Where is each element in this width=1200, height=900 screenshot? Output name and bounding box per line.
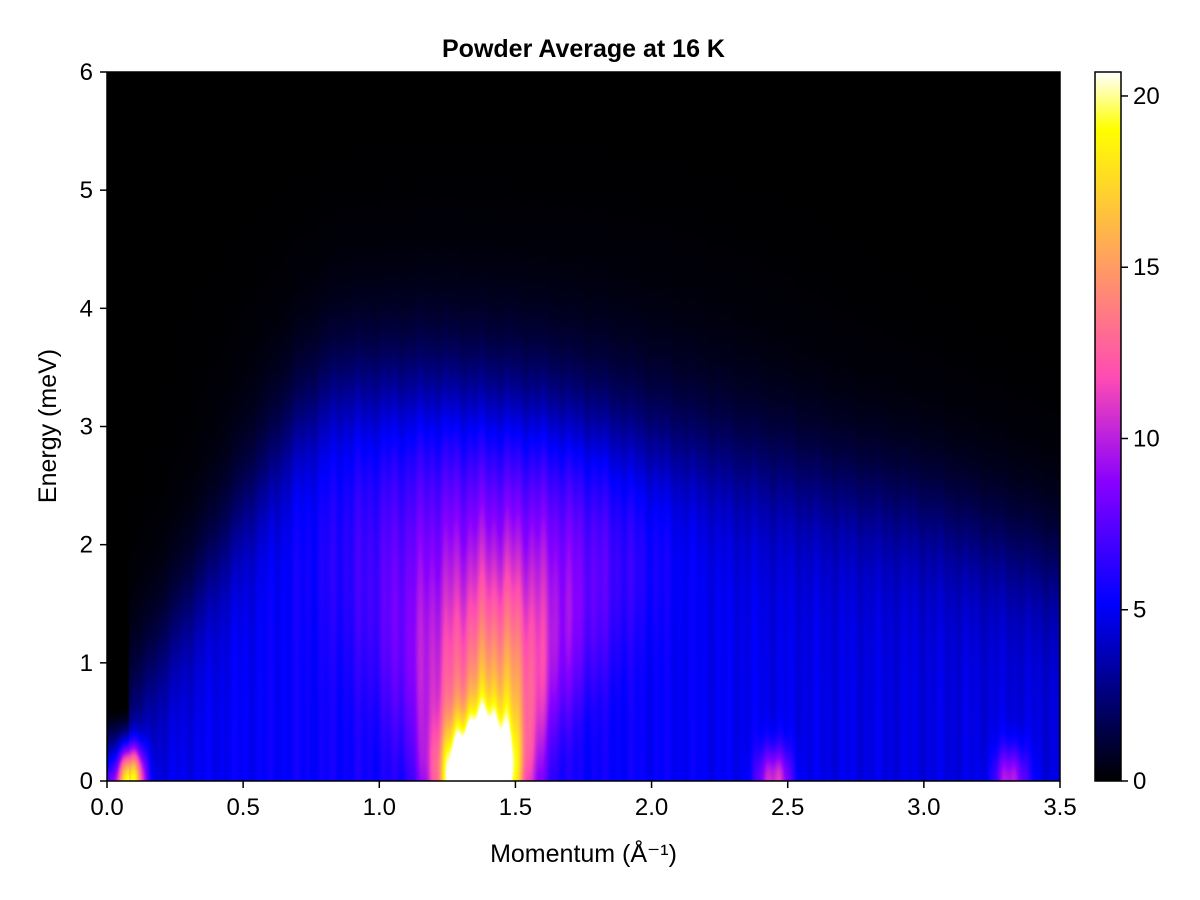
colorbar-tick-label: 10 (1133, 425, 1160, 452)
x-tick-label: 1.0 (363, 794, 396, 821)
colorbar-tick-label: 20 (1133, 83, 1160, 110)
colorbar-frame (1094, 71, 1122, 782)
colorbar (1095, 72, 1121, 781)
heatmap-plot-area (107, 72, 1060, 781)
x-tick-label: 0.5 (226, 794, 259, 821)
y-tick-label: 3 (80, 414, 93, 441)
chart-title: Powder Average at 16 K (442, 35, 725, 63)
x-tick-label: 0.0 (90, 794, 123, 821)
x-tick-label: 2.5 (771, 794, 804, 821)
x-tick-label: 3.0 (907, 794, 940, 821)
y-tick-label: 1 (80, 650, 93, 677)
x-axis-label: Momentum (Å⁻¹) (490, 838, 677, 868)
colorbar-tick-label: 5 (1133, 597, 1146, 624)
x-tick-label: 3.5 (1043, 794, 1076, 821)
y-tick-label: 5 (80, 177, 93, 204)
y-axis-label: Energy (meV) (34, 349, 62, 503)
y-tick-label: 6 (80, 59, 93, 86)
colorbar-axis: 0 5 10 15 20 (1121, 83, 1160, 795)
x-tick-label: 2.0 (635, 794, 668, 821)
y-tick-label: 0 (80, 768, 93, 795)
x-tick-label: 1.5 (499, 794, 532, 821)
colorbar-tick-label: 0 (1133, 768, 1146, 795)
y-axis: 0 1 2 3 4 5 6 (80, 59, 107, 795)
y-tick-label: 2 (80, 532, 93, 559)
colorbar-tick-label: 15 (1133, 254, 1160, 281)
y-tick-label: 4 (80, 295, 93, 322)
x-axis: 0.0 0.5 1.0 1.5 2.0 2.5 3.0 3.5 (90, 781, 1077, 821)
